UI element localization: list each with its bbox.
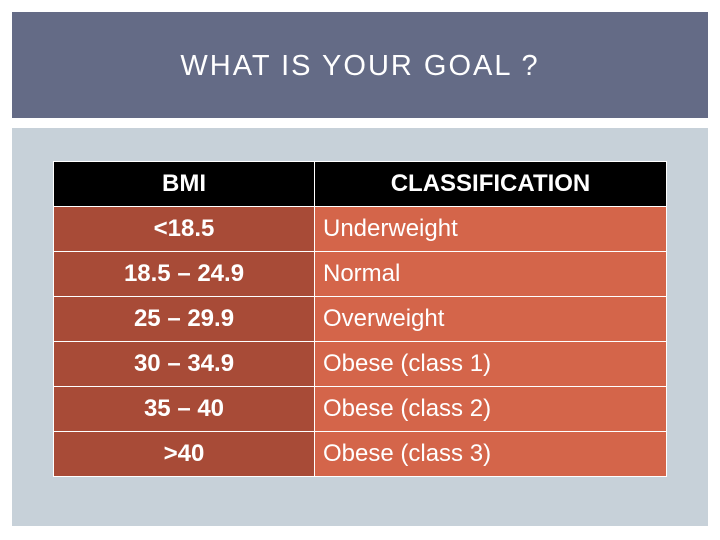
header-bmi: BMI	[53, 161, 315, 207]
classification-value: Obese (class 1)	[314, 341, 667, 387]
bmi-value: 30 – 34.9	[53, 341, 315, 387]
bmi-value: 25 – 29.9	[53, 296, 315, 342]
table-row: 25 – 29.9 Overweight	[53, 296, 667, 342]
title-bar: WHAT IS YOUR GOAL ?	[12, 12, 708, 118]
classification-value: Overweight	[314, 296, 667, 342]
bmi-value: 18.5 – 24.9	[53, 251, 315, 297]
bmi-value: <18.5	[53, 206, 315, 252]
table-row: >40 Obese (class 3)	[53, 431, 667, 477]
table-row: 30 – 34.9 Obese (class 1)	[53, 341, 667, 387]
classification-value: Normal	[314, 251, 667, 297]
table-row: <18.5 Underweight	[53, 206, 667, 252]
slide-title: WHAT IS YOUR GOAL ?	[180, 49, 540, 82]
table-row: 35 – 40 Obese (class 2)	[53, 386, 667, 432]
classification-value: Underweight	[314, 206, 667, 252]
bmi-value: >40	[53, 431, 315, 477]
classification-value: Obese (class 3)	[314, 431, 667, 477]
bmi-table: BMI CLASSIFICATION <18.5 Underweight 18.…	[53, 161, 667, 477]
table-header-row: BMI CLASSIFICATION	[53, 161, 667, 207]
table-row: 18.5 – 24.9 Normal	[53, 251, 667, 297]
classification-value: Obese (class 2)	[314, 386, 667, 432]
bmi-value: 35 – 40	[53, 386, 315, 432]
header-classification: CLASSIFICATION	[314, 161, 667, 207]
